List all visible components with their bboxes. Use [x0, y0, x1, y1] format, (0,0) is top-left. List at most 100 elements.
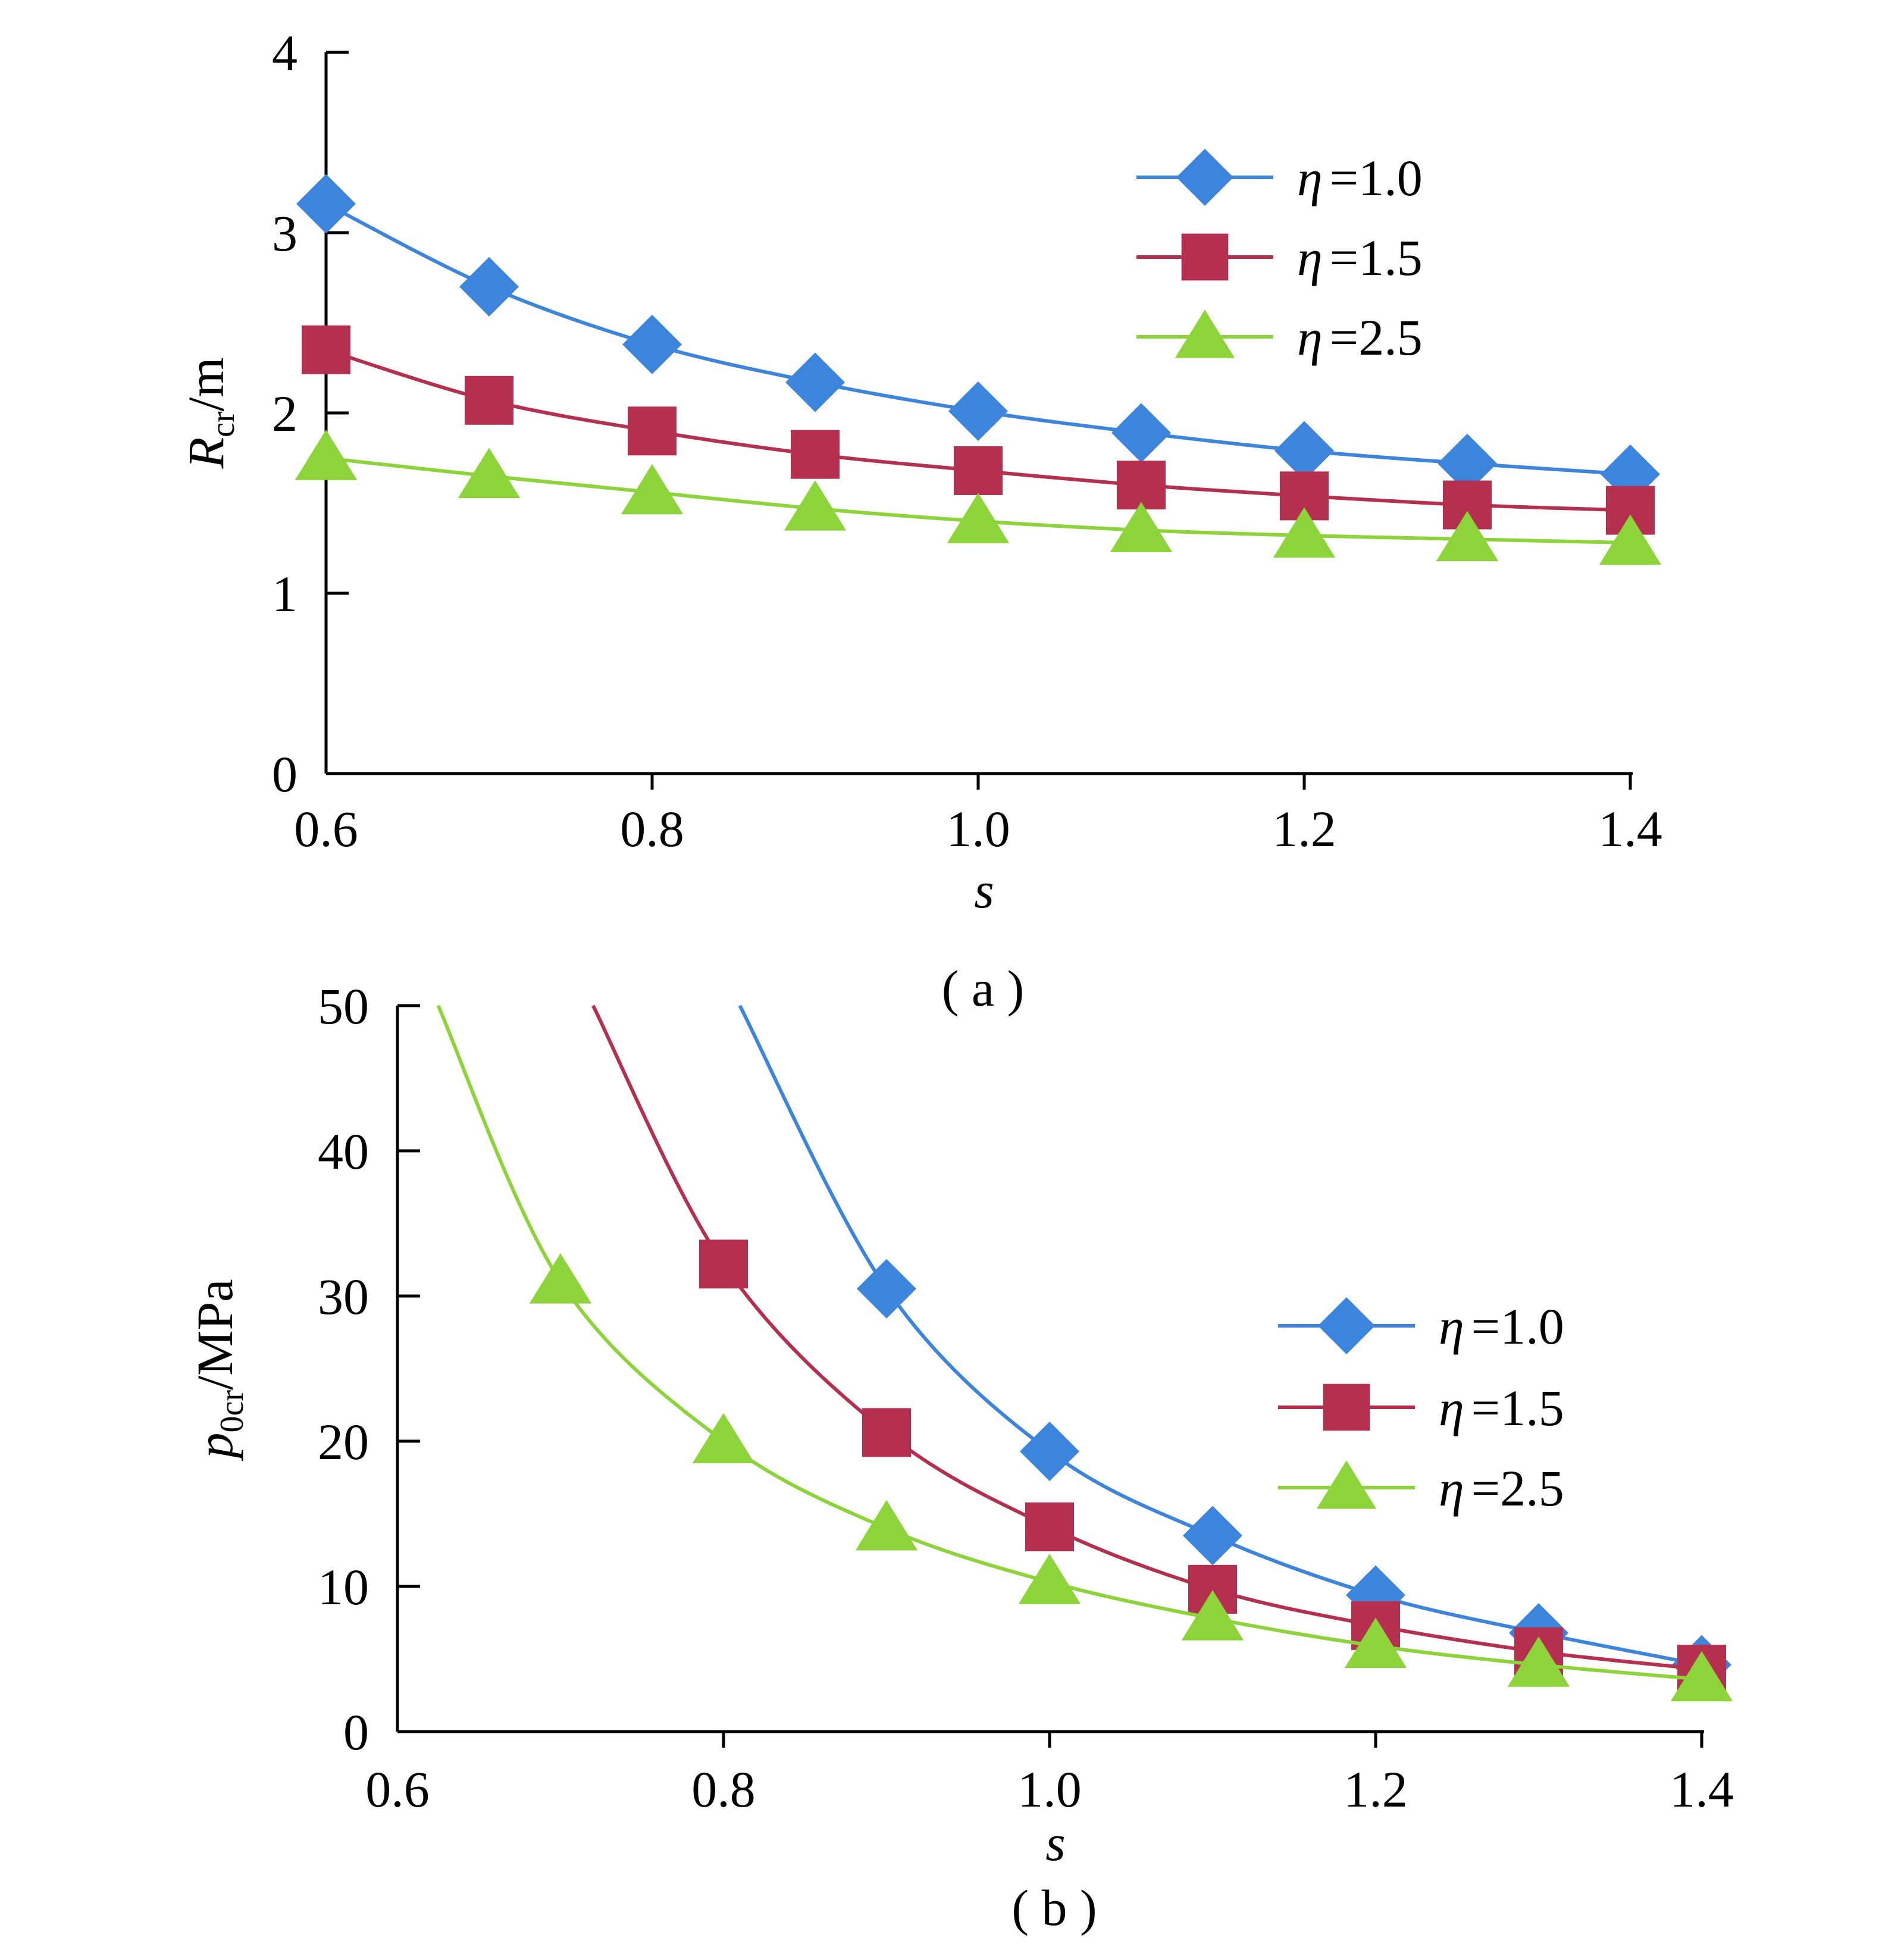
data-point-marker — [1273, 507, 1336, 558]
legend-equals: = — [1471, 1460, 1501, 1517]
y-tick-label: 2 — [272, 385, 298, 442]
legend-symbol: η — [1439, 1379, 1464, 1436]
y-axis-label-unit: /MPa — [186, 1279, 243, 1390]
data-point-marker — [1436, 511, 1499, 562]
x-tick-label: 0.6 — [365, 1761, 430, 1818]
legend-symbol: η — [1297, 149, 1323, 206]
data-point-marker — [621, 464, 684, 515]
data-point-marker — [1110, 502, 1173, 552]
data-point-marker — [296, 174, 356, 234]
data-point-marker — [699, 1239, 748, 1289]
data-point-marker — [855, 1500, 918, 1551]
legend-entry-label: η =1.0 — [1439, 1298, 1564, 1355]
legend-equals: = — [1471, 1379, 1501, 1436]
y-axis-label: Rcr/m — [177, 358, 242, 469]
legend-value: 1.5 — [1358, 229, 1423, 286]
legend-value: 1.0 — [1500, 1298, 1564, 1355]
data-point-marker — [1507, 1636, 1570, 1687]
data-point-marker — [458, 447, 521, 499]
y-axis-label: p0cr/MPa — [186, 1279, 250, 1462]
legend-value: 2.5 — [1500, 1460, 1564, 1517]
legend-equals: = — [1330, 149, 1359, 206]
legend-equals: = — [1330, 229, 1359, 286]
legend-marker — [1176, 149, 1233, 206]
data-point-marker — [622, 314, 682, 374]
data-point-marker — [947, 493, 1010, 543]
legend: η =1.0η =1.5η =2.5 — [1278, 1297, 1564, 1517]
data-point-marker — [1438, 433, 1497, 493]
x-tick-label: 1.4 — [1598, 800, 1662, 857]
y-axis-label-subscript: cr — [205, 411, 242, 437]
data-point-marker — [465, 375, 513, 425]
panel-label: ( b ) — [1012, 1879, 1097, 1936]
data-point-marker — [459, 256, 519, 317]
legend-value: 1.5 — [1500, 1379, 1564, 1436]
legend-entry-label: η =2.5 — [1439, 1460, 1564, 1517]
legend-marker — [1323, 1383, 1370, 1431]
x-tick-label: 0.6 — [294, 800, 358, 857]
legend-symbol: η — [1297, 229, 1323, 286]
data-point-marker — [791, 430, 840, 479]
y-tick-label: 10 — [318, 1558, 369, 1616]
legend-entry-label: η =2.5 — [1297, 309, 1423, 366]
data-point-marker — [302, 325, 350, 374]
legend-symbol: η — [1297, 309, 1323, 366]
legend-equals: = — [1330, 309, 1359, 366]
legend-marker — [1175, 309, 1235, 358]
data-point-marker — [1181, 1590, 1244, 1641]
y-tick-label: 30 — [318, 1268, 369, 1325]
y-tick-label: 50 — [318, 978, 369, 1035]
y-axis-label-subscript: 0cr — [214, 1390, 250, 1433]
data-point-marker — [628, 406, 677, 456]
data-point-marker — [1018, 1554, 1081, 1604]
data-point-marker — [1111, 403, 1171, 463]
x-tick-label: 0.8 — [620, 800, 684, 857]
legend-entry-label: η =1.5 — [1297, 229, 1423, 286]
legend-marker — [1316, 1460, 1377, 1509]
data-point-marker — [1183, 1505, 1242, 1566]
legend-entry-label: η =1.5 — [1439, 1379, 1564, 1436]
panel-label: ( a ) — [942, 960, 1024, 1017]
y-tick-label: 40 — [318, 1123, 369, 1180]
x-tick-label: 1.2 — [1344, 1761, 1408, 1818]
x-tick-label: 0.8 — [691, 1761, 756, 1818]
data-point-marker — [857, 1259, 916, 1319]
legend-value: 1.0 — [1358, 149, 1423, 206]
data-point-marker — [1670, 1651, 1733, 1702]
y-tick-label: 1 — [272, 565, 298, 622]
x-tick-label: 1.2 — [1272, 800, 1336, 857]
legend-entry-label: η =1.0 — [1297, 149, 1423, 206]
y-tick-label: 20 — [318, 1413, 369, 1470]
data-point-marker — [1599, 514, 1662, 565]
y-tick-label: 3 — [272, 205, 298, 262]
legend-symbol: η — [1439, 1460, 1464, 1517]
x-tick-label: 1.0 — [946, 800, 1010, 857]
x-axis-label: s — [974, 862, 994, 919]
data-point-marker — [1274, 421, 1334, 481]
legend-symbol: η — [1439, 1298, 1464, 1355]
legend: η =1.0η =1.5η =2.5 — [1136, 149, 1423, 366]
x-tick-label: 1.0 — [1017, 1761, 1082, 1818]
data-point-marker — [785, 352, 845, 412]
y-tick-label: 4 — [272, 24, 298, 82]
data-point-marker — [784, 480, 847, 531]
data-point-marker — [1020, 1422, 1079, 1482]
data-point-marker — [862, 1408, 911, 1457]
data-point-marker — [1344, 1617, 1407, 1669]
legend-marker — [1181, 233, 1229, 281]
y-axis-label-unit: /m — [177, 358, 234, 412]
data-point-marker — [295, 430, 358, 480]
data-point-marker — [1117, 461, 1166, 510]
legend-marker — [1318, 1297, 1375, 1354]
y-axis-label-symbol: p — [186, 1432, 243, 1461]
data-point-marker — [529, 1253, 592, 1304]
y-tick-label: 0 — [272, 746, 298, 803]
x-tick-label: 1.4 — [1670, 1761, 1734, 1818]
legend-value: 2.5 — [1358, 309, 1423, 366]
x-axis-label: s — [1045, 1814, 1065, 1871]
data-point-marker — [954, 446, 1003, 495]
data-point-marker — [692, 1413, 755, 1464]
